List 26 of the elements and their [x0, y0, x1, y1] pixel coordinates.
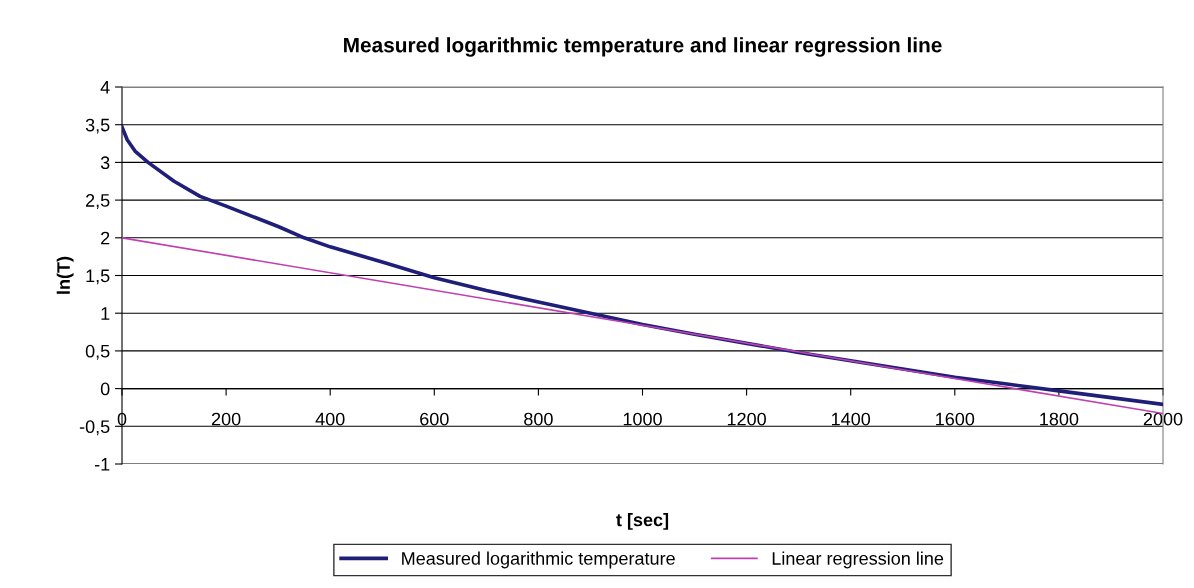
- x-tick-label: 600: [420, 412, 449, 426]
- y-axis-title: ln(T): [56, 256, 74, 294]
- y-tick-label: 0,5: [85, 344, 110, 360]
- x-tick-label: 1600: [936, 412, 975, 426]
- legend-label: Measured logarithmic temperature: [402, 551, 675, 569]
- x-tick-label: 400: [315, 412, 345, 426]
- legend-label: Linear regression line: [772, 551, 944, 569]
- y-tick-label: 2: [101, 231, 110, 245]
- x-tick-label: 1200: [727, 412, 766, 426]
- y-tick-label: 3: [100, 156, 110, 170]
- x-tick-label: 800: [524, 412, 553, 426]
- x-axis-title: t [sec]: [616, 513, 669, 530]
- y-tick-label: -1: [94, 458, 110, 471]
- x-tick-label: 2000: [1143, 412, 1183, 426]
- y-tick-label: 4: [100, 81, 110, 94]
- x-tick-label: 200: [211, 412, 241, 426]
- x-tick-label: 1000: [623, 412, 662, 426]
- x-tick-label: 1800: [1040, 412, 1079, 426]
- y-tick-label: -0,5: [79, 420, 110, 436]
- x-tick-label: 1400: [832, 412, 871, 426]
- chart-title: Measured logarithmic temperature and linear regression line: [344, 37, 942, 57]
- y-tick-label: 3,5: [85, 118, 110, 134]
- y-tick-label: 2,5: [86, 194, 110, 209]
- y-tick-label: 1: [101, 307, 110, 320]
- y-tick-label: 1,5: [86, 269, 110, 285]
- y-tick-label: 0: [100, 382, 110, 396]
